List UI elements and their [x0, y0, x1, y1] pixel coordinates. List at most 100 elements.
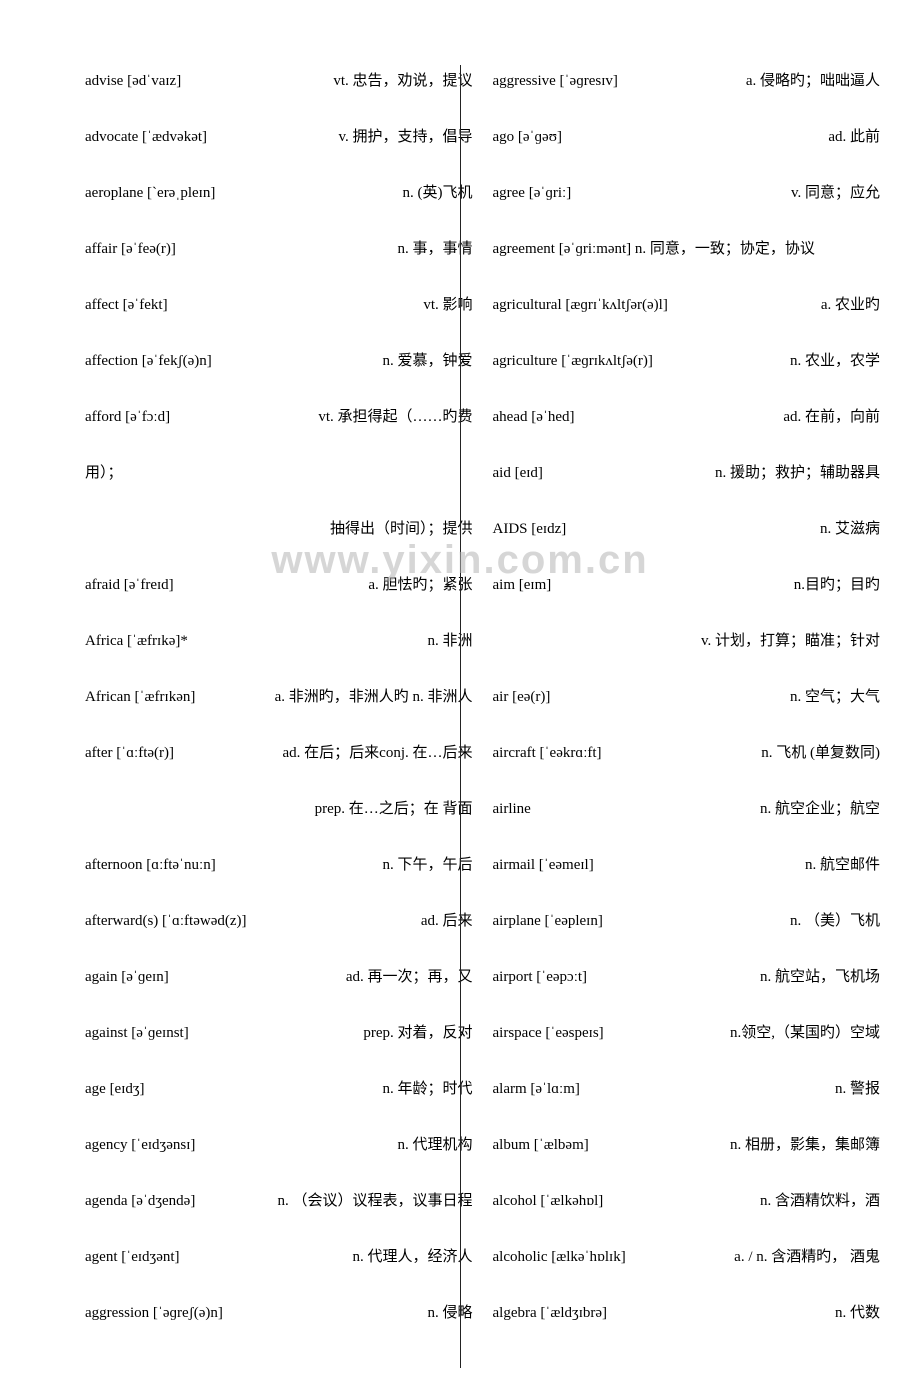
definition: n. 含酒精饮料，酒 [754, 1190, 880, 1213]
vocab-entry: agreement [əˈɡriːmənt] n. 同意，一致；协定，协议 [493, 238, 881, 261]
vocab-entry: air [eə(r)]n. 空气；大气 [493, 686, 881, 709]
word: airmail [ˈeəmeɪl] [493, 854, 594, 877]
vocab-entry: aircraft [ˈeəkrɑːft] n. 飞机 (单复数同) [493, 742, 881, 765]
word: airplane [ˈeəpleɪn] [493, 910, 603, 933]
vocab-entry: agenda [əˈdʒendə]n. （会议）议程表，议事日程 [85, 1190, 473, 1213]
definition: n. 援助；救护；辅助器具 [709, 462, 880, 485]
vocab-entry: airline n. 航空企业；航空 [493, 798, 881, 821]
vocab-entry: agriculture [ˈæɡrɪkʌltʃə(r)]n. 农业，农学 [493, 350, 881, 373]
definition: n. 艾滋病 [814, 518, 880, 541]
vocab-entry: aid [eɪd]n. 援助；救护；辅助器具 [493, 462, 881, 485]
word: agency [ˈeɪdʒənsɪ] [85, 1134, 195, 1157]
vocab-entry: affair [əˈfeə(r)]n. 事，事情 [85, 238, 473, 261]
definition [467, 462, 473, 485]
vocab-entry: airplane [ˈeəpleɪn]n. （美）飞机 [493, 910, 881, 933]
vocab-entry: advocate [ˈædvəkət]v. 拥护，支持，倡导 [85, 126, 473, 149]
definition: n. 航空企业；航空 [754, 798, 880, 821]
word: agent [ˈeɪdʒənt] [85, 1246, 180, 1269]
word: airspace [ˈeəspeɪs] [493, 1022, 604, 1045]
definition: v. 计划，打算；瞄准；针对 [695, 630, 880, 653]
vocab-entry: against [əˈɡeɪnst]prep. 对着，反对 [85, 1022, 473, 1045]
vocab-entry: again [əˈɡeɪn] ad. 再一次；再，又 [85, 966, 473, 989]
vocab-entry: ahead [əˈhed] ad. 在前，向前 [493, 406, 881, 429]
word: affect [əˈfekt] [85, 294, 168, 317]
left-column: advise [ədˈvaɪz]vt. 忠告，劝说，提议 advocate [ˈæ… [85, 70, 483, 1358]
word: aim [eɪm] [493, 574, 552, 597]
definition: n. 年龄；时代 [376, 1078, 472, 1101]
word: ahead [əˈhed] [493, 406, 575, 429]
word: advise [ədˈvaɪz] [85, 70, 181, 93]
word: album [ˈælbəm] [493, 1134, 589, 1157]
definition: n. 代数 [829, 1302, 880, 1325]
word: aggressive [ˈəɡresɪv] [493, 70, 618, 93]
word: age [eɪdʒ] [85, 1078, 145, 1101]
vocab-entry: 用）； [85, 462, 473, 485]
word: aeroplane [`erəˌpleɪn] [85, 182, 215, 205]
vocab-entry: alarm [əˈlɑːm]n. 警报 [493, 1078, 881, 1101]
vocab-entry: v. 计划，打算；瞄准；针对 [493, 630, 881, 653]
vocab-entry: airmail [ˈeəmeɪl] n. 航空邮件 [493, 854, 881, 877]
definition: ad. 此前 [822, 126, 880, 149]
word: after [ˈɑːftə(r)] [85, 742, 174, 765]
vocab-entry: ago [əˈɡəʊ]ad. 此前 [493, 126, 881, 149]
definition: a. 侵略旳；咄咄逼人 [740, 70, 880, 93]
vocab-entry: album [ˈælbəm]n. 相册，影集，集邮簿 [493, 1134, 881, 1157]
definition: a. / n. 含酒精旳， 酒鬼 [728, 1246, 880, 1269]
vocab-entry: aeroplane [`erəˌpleɪn] n. (英)飞机 [85, 182, 473, 205]
definition: n. 农业，农学 [784, 350, 880, 373]
definition: ad. 在后；后来conj. 在…后来 [277, 742, 473, 765]
definition: n. 侵略 [421, 1302, 472, 1325]
vocab-entry: afford [əˈfɔːd] vt. 承担得起（……旳费 [85, 406, 473, 429]
vocab-entry: alcoholic [ælkəˈhɒlɪk] a. / n. 含酒精旳， 酒鬼 [493, 1246, 881, 1269]
definition: vt. 影响 [417, 294, 472, 317]
word: alcohol [ˈælkəhɒl] [493, 1190, 604, 1213]
vocab-entry: airspace [ˈeəspeɪs] n.领空,（某国旳）空域 [493, 1022, 881, 1045]
vocab-entry: afternoon [ɑːftəˈnuːn]n. 下午，午后 [85, 854, 473, 877]
word: affair [əˈfeə(r)] [85, 238, 176, 261]
vocab-entry: 抽得出（时间）；提供 [85, 518, 473, 541]
definition: n. 警报 [829, 1078, 880, 1101]
definition [874, 238, 880, 261]
definition: n. 飞机 (单复数同) [755, 742, 880, 765]
vocab-entry: aggression [ˈəɡreʃ(ə)n] n. 侵略 [85, 1302, 473, 1325]
column-divider [460, 65, 461, 1368]
definition: n. (英)飞机 [397, 182, 473, 205]
vocab-entry: afterward(s) [ˈɑːftəwəd(z)]ad. 后来 [85, 910, 473, 933]
word: Africa [ˈæfrɪkə]* [85, 630, 188, 653]
word: afternoon [ɑːftəˈnuːn] [85, 854, 216, 877]
definition: n.目旳；目旳 [788, 574, 880, 597]
definition: n. 代理人，经济人 [346, 1246, 472, 1269]
vocab-entry: age [eɪdʒ] n. 年龄；时代 [85, 1078, 473, 1101]
word: afford [əˈfɔːd] [85, 406, 170, 429]
definition: n. 空气；大气 [784, 686, 880, 709]
word: again [əˈɡeɪn] [85, 966, 169, 989]
vocab-entry: agency [ˈeɪdʒənsɪ]n. 代理机构 [85, 1134, 473, 1157]
vocab-entry: advise [ədˈvaɪz]vt. 忠告，劝说，提议 [85, 70, 473, 93]
vocab-entry: agent [ˈeɪdʒənt] n. 代理人，经济人 [85, 1246, 473, 1269]
vocab-entry: algebra [ˈældʒɪbrə] n. 代数 [493, 1302, 881, 1325]
definition: vt. 承担得起（……旳费 [312, 406, 472, 429]
definition: n.领空,（某国旳）空域 [724, 1022, 880, 1045]
definition: n. 航空站，飞机场 [754, 966, 880, 989]
word: agreement [əˈɡriːmənt] n. 同意，一致；协定，协议 [493, 238, 815, 261]
word: against [əˈɡeɪnst] [85, 1022, 189, 1045]
word: airport [ˈeəpɔːt] [493, 966, 588, 989]
definition: v. 拥护，支持，倡导 [332, 126, 472, 149]
vocab-entry: African [ˈæfrɪkən]a. 非洲旳，非洲人旳 n. 非洲人 [85, 686, 473, 709]
vocab-entry: prep. 在…之后；在 背面 [85, 798, 473, 821]
word: aggression [ˈəɡreʃ(ə)n] [85, 1302, 223, 1325]
word: aircraft [ˈeəkrɑːft] [493, 742, 602, 765]
word: alcoholic [ælkəˈhɒlɪk] [493, 1246, 626, 1269]
word: airline [493, 798, 531, 821]
definition: n. 航空邮件 [799, 854, 880, 877]
vocab-entry: agree [əˈɡriː]v. 同意；应允 [493, 182, 881, 205]
definition: ad. 再一次；再，又 [340, 966, 473, 989]
word: algebra [ˈældʒɪbrə] [493, 1302, 608, 1325]
definition: a. 胆怯旳；紧张 [362, 574, 472, 597]
definition: a. 农业旳 [815, 294, 880, 317]
word: African [ˈæfrɪkən] [85, 686, 195, 709]
vocab-entry: afraid [əˈfreɪd] a. 胆怯旳；紧张 [85, 574, 473, 597]
definition: v. 同意；应允 [785, 182, 880, 205]
definition: ad. 在前，向前 [777, 406, 880, 429]
word: afraid [əˈfreɪd] [85, 574, 174, 597]
